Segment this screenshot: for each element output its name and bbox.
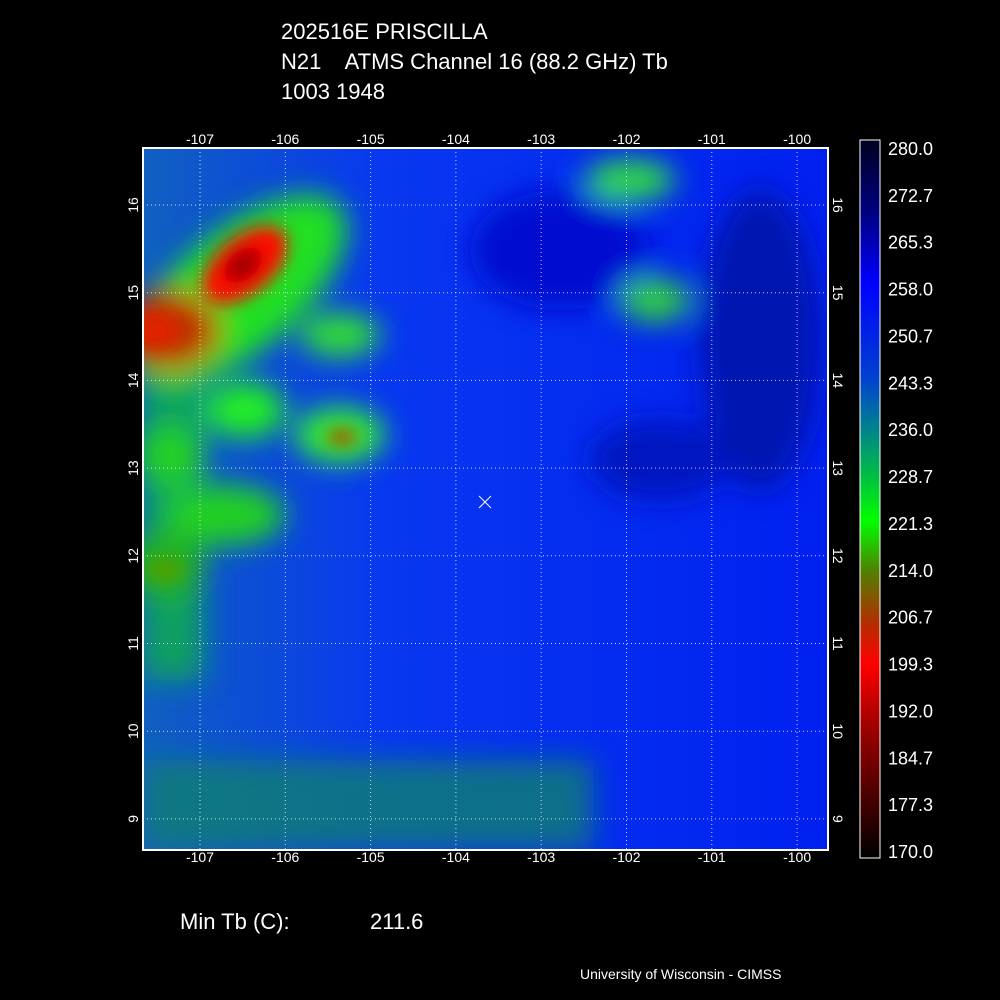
- lat-label-left: 11: [125, 636, 141, 651]
- lon-label-bottom: -104: [442, 849, 470, 865]
- title-line: 1003 1948: [281, 79, 385, 104]
- colorbar-label: 228.7: [888, 467, 933, 487]
- colorbar-label: 265.3: [888, 233, 933, 253]
- colorbar-label: 214.0: [888, 561, 933, 581]
- lat-label-right: 12: [830, 548, 846, 564]
- storm-center: [478, 495, 492, 509]
- lat-label-right: 14: [830, 373, 846, 389]
- colorbar-label: 250.7: [888, 326, 933, 346]
- lon-label-bottom: -103: [527, 849, 555, 865]
- lon-label-bottom: -105: [357, 849, 385, 865]
- colorbar-label: 192.0: [888, 701, 933, 721]
- lat-label-left: 12: [125, 548, 141, 564]
- lon-label-top: -106: [271, 131, 299, 147]
- lon-label-top: -101: [698, 131, 726, 147]
- colorbar-label: 280.0: [888, 139, 933, 159]
- title-line: 202516E PRISCILLA: [281, 19, 488, 44]
- graticule: [143, 148, 828, 850]
- lon-label-bottom: -100: [783, 849, 811, 865]
- lat-label-right: 11: [830, 636, 846, 651]
- lon-label-top: -103: [527, 131, 555, 147]
- lon-label-top: -107: [186, 131, 214, 147]
- lon-label-bottom: -101: [698, 849, 726, 865]
- lat-label-right: 13: [830, 460, 846, 476]
- colorbar-label: 206.7: [888, 608, 933, 628]
- colorbar-label: 170.0: [888, 842, 933, 862]
- lon-label-bottom: -107: [186, 849, 214, 865]
- colorbar-label: 258.0: [888, 280, 933, 300]
- heatmap: [143, 148, 828, 850]
- colorbar-label: 243.3: [888, 373, 933, 393]
- colorbar-label: 199.3: [888, 655, 933, 675]
- title-line: N21 ATMS Channel 16 (88.2 GHz) Tb: [281, 49, 668, 74]
- min-value: 211.6: [370, 909, 423, 934]
- lat-label-right: 15: [830, 285, 846, 301]
- lat-label-left: 14: [125, 372, 141, 388]
- map-frame: [142, 147, 829, 851]
- lon-label-bottom: -106: [271, 849, 299, 865]
- lon-label-top: -100: [783, 131, 811, 147]
- lat-label-left: 16: [125, 197, 141, 213]
- colorbar-label: 236.0: [888, 420, 933, 440]
- credit: University of Wisconsin - CIMSS: [580, 966, 781, 982]
- lat-label-left: 13: [125, 460, 141, 476]
- colorbar-label: 272.7: [888, 186, 933, 206]
- colorbar-label: 221.3: [888, 514, 933, 534]
- colorbar: [859, 139, 881, 859]
- lon-label-top: -102: [612, 131, 640, 147]
- lat-label-right: 9: [830, 815, 846, 823]
- lon-label-top: -104: [442, 131, 470, 147]
- lat-label-left: 9: [125, 815, 141, 823]
- colorbar-label: 177.3: [888, 795, 933, 815]
- lat-label-right: 10: [830, 723, 846, 739]
- lat-label-left: 15: [125, 285, 141, 301]
- lat-label-right: 16: [830, 197, 846, 213]
- lon-label-top: -105: [357, 131, 385, 147]
- lon-label-bottom: -102: [612, 849, 640, 865]
- colorbar-label: 184.7: [888, 748, 933, 768]
- lat-label-left: 10: [125, 723, 141, 739]
- min-label: Min Tb (C):: [180, 909, 290, 934]
